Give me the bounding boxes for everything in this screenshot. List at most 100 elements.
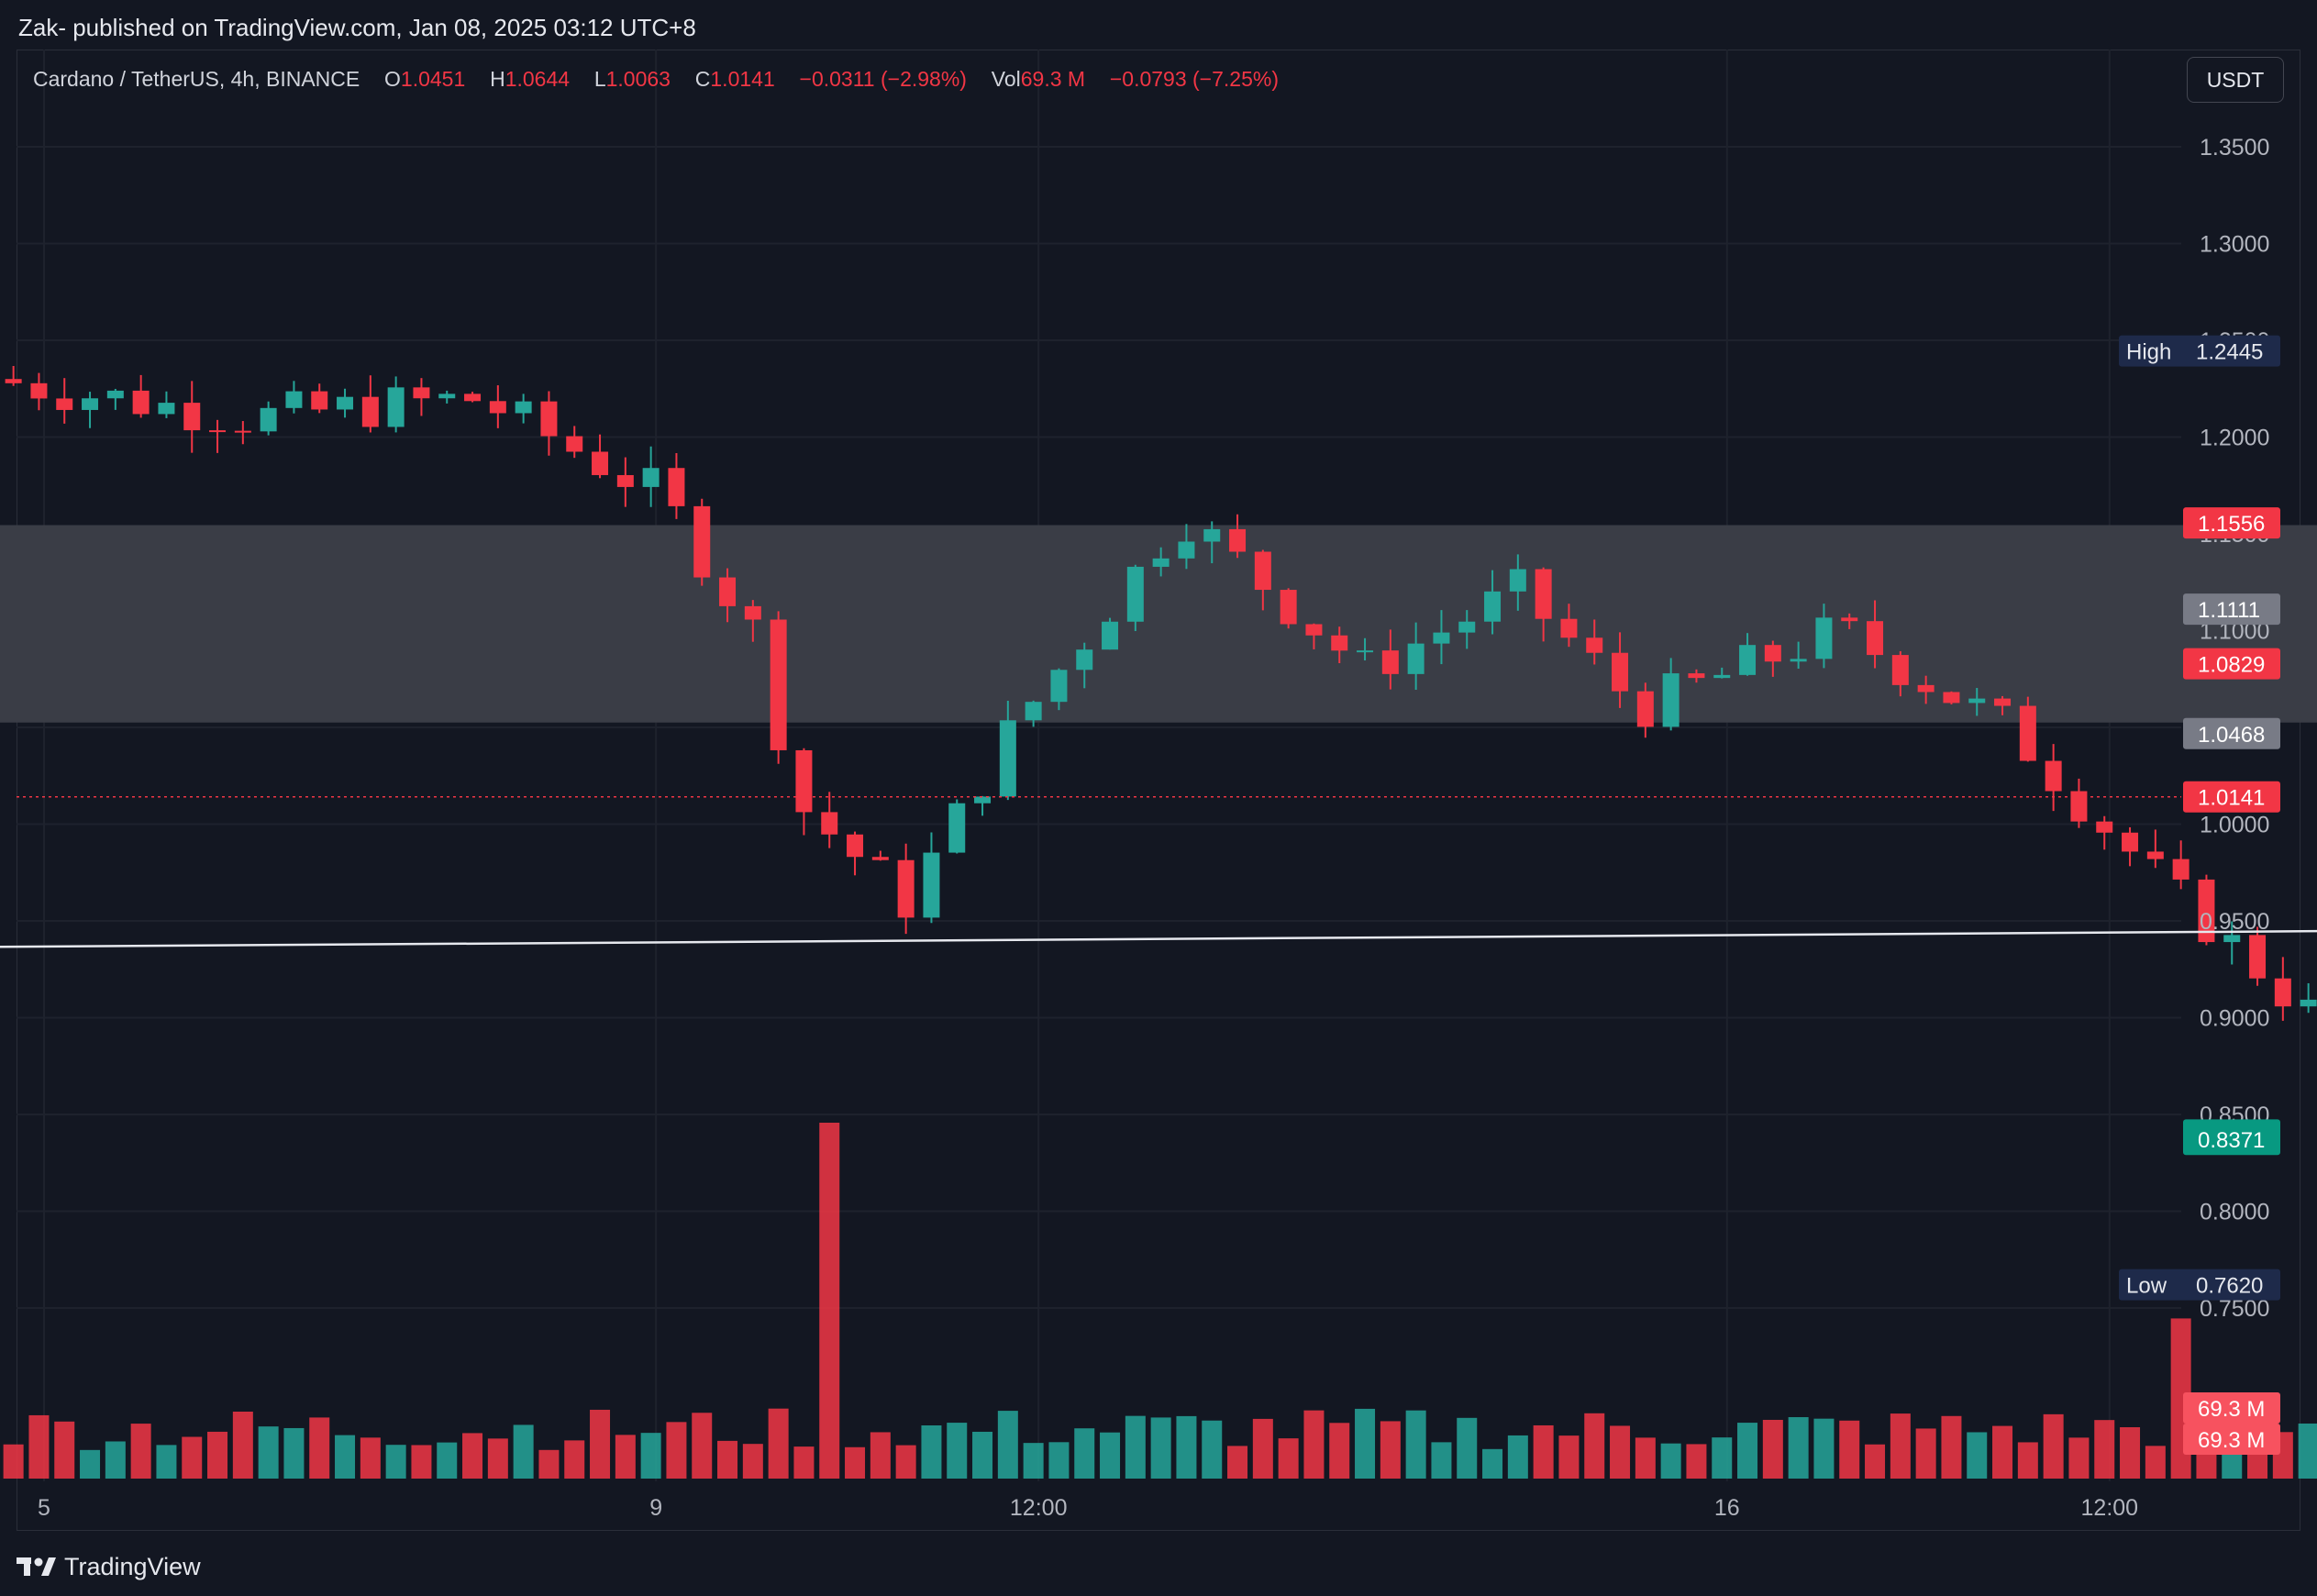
candle[interactable] xyxy=(1509,554,1526,611)
candle[interactable] xyxy=(642,446,660,507)
candle[interactable] xyxy=(1025,700,1042,727)
candle[interactable] xyxy=(897,843,915,935)
candle[interactable] xyxy=(1560,604,1578,648)
candle[interactable] xyxy=(158,391,175,418)
candle[interactable] xyxy=(1815,604,1833,669)
candle[interactable] xyxy=(1968,688,1986,716)
candle[interactable] xyxy=(2172,840,2190,890)
candle[interactable] xyxy=(1152,547,1170,577)
candle[interactable] xyxy=(106,388,124,410)
candle-body xyxy=(56,398,73,410)
candle[interactable] xyxy=(337,388,354,418)
candle[interactable] xyxy=(1867,600,1884,669)
candle[interactable] xyxy=(1917,675,1935,704)
candle[interactable] xyxy=(2019,696,2036,762)
candle[interactable] xyxy=(183,381,201,453)
candle[interactable] xyxy=(30,372,48,411)
candle[interactable] xyxy=(1433,610,1450,665)
chart-panel[interactable] xyxy=(17,50,2300,1531)
candle[interactable] xyxy=(1739,633,1757,676)
candle[interactable] xyxy=(1050,668,1068,711)
candle[interactable] xyxy=(871,850,889,861)
candle[interactable] xyxy=(515,393,532,424)
candle[interactable] xyxy=(2070,778,2088,828)
candle[interactable] xyxy=(1305,623,1323,649)
candle[interactable] xyxy=(361,375,379,433)
candle[interactable] xyxy=(2122,826,2139,867)
candle[interactable] xyxy=(2096,815,2113,850)
candle[interactable] xyxy=(744,600,761,642)
candle[interactable] xyxy=(1484,570,1502,635)
candle[interactable] xyxy=(234,421,251,445)
candle[interactable] xyxy=(413,378,430,416)
supply-zone[interactable] xyxy=(0,525,2317,723)
candle[interactable] xyxy=(1636,682,1654,738)
candle[interactable] xyxy=(1662,658,1680,731)
candle[interactable] xyxy=(948,799,966,854)
candle[interactable] xyxy=(719,568,737,623)
candle[interactable] xyxy=(82,392,99,428)
candle[interactable] xyxy=(1357,637,1374,660)
candle[interactable] xyxy=(999,700,1016,801)
candle[interactable] xyxy=(132,374,150,418)
candle[interactable] xyxy=(2045,744,2062,812)
candle[interactable] xyxy=(1458,610,1476,649)
candle[interactable] xyxy=(438,390,456,404)
candle[interactable] xyxy=(209,419,227,453)
candle[interactable] xyxy=(1126,564,1144,631)
candle[interactable] xyxy=(260,401,277,436)
candle[interactable] xyxy=(2146,829,2164,869)
candle[interactable] xyxy=(5,366,22,386)
candle[interactable] xyxy=(1764,640,1781,677)
candle[interactable] xyxy=(1178,524,1195,570)
candle[interactable] xyxy=(489,385,506,428)
candle[interactable] xyxy=(1535,567,1552,642)
candle[interactable] xyxy=(2249,926,2267,986)
candle[interactable] xyxy=(464,392,482,403)
candle[interactable] xyxy=(1076,642,1093,689)
candle[interactable] xyxy=(616,457,634,507)
candle[interactable] xyxy=(1331,626,1348,663)
candle[interactable] xyxy=(821,792,838,848)
candle[interactable] xyxy=(923,832,940,924)
candle[interactable] xyxy=(56,378,73,424)
candle[interactable] xyxy=(1381,629,1399,690)
candle[interactable] xyxy=(770,611,787,764)
candle[interactable] xyxy=(387,376,405,433)
candle[interactable] xyxy=(2300,982,2317,1014)
candle[interactable] xyxy=(847,831,864,876)
candle[interactable] xyxy=(1254,549,1271,611)
candle[interactable] xyxy=(1943,691,1960,704)
candle[interactable] xyxy=(1586,619,1603,665)
candle[interactable] xyxy=(1713,667,1731,679)
candle[interactable] xyxy=(311,383,328,414)
candle[interactable] xyxy=(540,391,558,456)
trendline[interactable] xyxy=(0,897,2317,948)
candle[interactable] xyxy=(1229,514,1247,559)
candle[interactable] xyxy=(2274,957,2291,1021)
candle[interactable] xyxy=(1280,588,1297,629)
candle[interactable] xyxy=(1790,641,1807,669)
candle[interactable] xyxy=(285,381,303,414)
candle[interactable] xyxy=(974,795,992,816)
candle[interactable] xyxy=(1612,632,1629,708)
currency-button[interactable]: USDT xyxy=(2187,57,2284,103)
candle[interactable] xyxy=(1407,622,1425,691)
candle[interactable] xyxy=(795,748,813,836)
candle[interactable] xyxy=(1891,650,1909,697)
candle[interactable] xyxy=(2198,874,2215,946)
candle[interactable] xyxy=(1203,521,1221,564)
candle[interactable] xyxy=(566,426,583,459)
brand-footer[interactable]: TradingView xyxy=(17,1548,201,1585)
legend-symbol[interactable]: Cardano / TetherUS, 4h, BINANCE xyxy=(33,67,360,91)
candle[interactable] xyxy=(592,434,609,479)
candle[interactable] xyxy=(693,498,711,586)
candle[interactable] xyxy=(2223,921,2241,965)
candle[interactable] xyxy=(668,453,685,519)
candle[interactable] xyxy=(1841,613,1858,629)
candle[interactable] xyxy=(1102,617,1119,650)
candle[interactable] xyxy=(1688,669,1705,683)
candle[interactable] xyxy=(1994,695,2012,715)
